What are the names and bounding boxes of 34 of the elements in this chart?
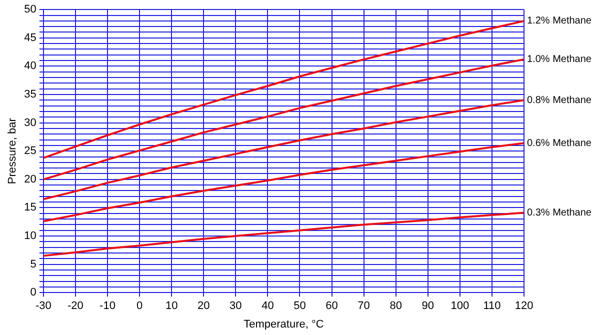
series-label: 0.8% Methane	[527, 94, 592, 106]
y-tick-label: 25	[24, 145, 36, 158]
x-tick-label: 0	[136, 300, 143, 312]
y-tick-label: 15	[24, 202, 36, 214]
x-axis-title: Temperature, °C	[244, 318, 324, 330]
series-label: 1.2% Methane	[527, 16, 592, 27]
x-tick-label: 60	[326, 300, 338, 312]
y-tick-label: 40	[24, 60, 36, 72]
x-tick-label: 80	[390, 300, 402, 312]
y-tick-label: 45	[24, 32, 36, 44]
x-tick-label: 90	[422, 300, 434, 312]
y-tick-label: 20	[24, 173, 36, 186]
series-label: 1.0% Methane	[527, 54, 592, 66]
x-tick-label: -30	[35, 300, 52, 312]
x-tick-label: 70	[358, 300, 370, 312]
x-tick-label: 30	[230, 300, 242, 312]
x-tick-label: 50	[294, 300, 306, 312]
x-tick-label: -20	[68, 300, 84, 312]
y-tick-label: 50	[24, 4, 36, 16]
x-tick-label: 100	[450, 300, 470, 312]
x-tick-label: 10	[165, 300, 178, 312]
y-tick-label: 10	[24, 230, 36, 242]
y-tick-label: 30	[24, 116, 36, 129]
x-tick-label: 120	[514, 300, 534, 312]
x-tick-label: 110	[483, 300, 501, 312]
x-tick-label: 40	[262, 300, 274, 312]
x-tick-label: -10	[100, 300, 116, 312]
series-label: 0.3% Methane	[527, 208, 592, 219]
x-tick-label: 20	[198, 300, 210, 312]
y-tick-label: 5	[30, 258, 36, 270]
series-label: 0.6% Methane	[527, 138, 592, 149]
y-tick-label: 0	[30, 286, 36, 299]
y-tick-label: 35	[24, 88, 36, 101]
y-axis-title: Pressure, bar	[6, 118, 19, 184]
